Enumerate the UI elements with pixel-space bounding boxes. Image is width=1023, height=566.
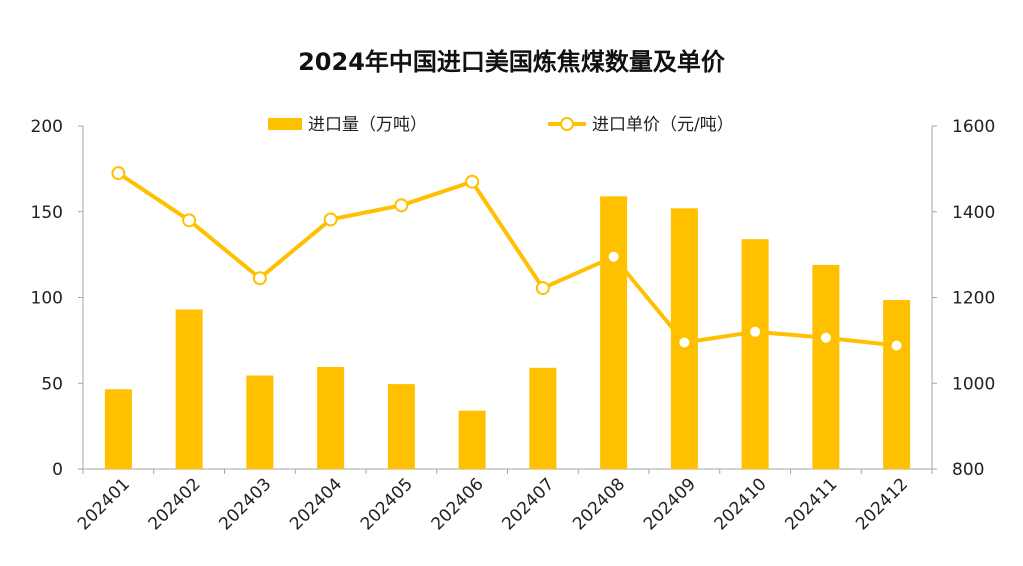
x-tick-label: 202409 — [640, 474, 700, 534]
line-point — [818, 330, 833, 345]
line-series — [111, 166, 904, 353]
line-point — [252, 271, 267, 286]
axes: 0 50 100 150 200 800 1000 1200 1400 1600 — [31, 117, 996, 480]
bar — [600, 196, 628, 469]
bar — [317, 366, 345, 469]
x-tick-label: 202401 — [74, 474, 134, 534]
left-tick-label: 100 — [31, 289, 63, 309]
x-tick-labels: 202401 202402 202403 202404 202405 202406 2024… — [74, 474, 912, 534]
line-point — [677, 335, 692, 350]
bar-series — [104, 196, 911, 469]
left-tick-label: 150 — [31, 203, 63, 223]
line-point — [889, 338, 904, 353]
legend-bar-label: 进口量（万吨） — [308, 115, 427, 135]
line-point — [182, 213, 197, 228]
x-tick-label: 202405 — [357, 474, 417, 534]
bar — [104, 389, 132, 469]
legend-bar-swatch — [268, 118, 302, 130]
line-point — [394, 198, 409, 213]
right-tick-label: 1400 — [952, 203, 995, 223]
right-tick-label: 1000 — [952, 374, 995, 394]
right-tick-label: 1600 — [952, 117, 995, 137]
price-line — [117, 171, 897, 348]
legend-line-marker — [560, 117, 574, 131]
line-point — [323, 212, 338, 227]
x-tick-label: 202412 — [852, 474, 912, 534]
x-tick-label: 202408 — [569, 474, 629, 534]
line-point — [606, 249, 621, 264]
chart-title: 2024年中国进口美国炼焦煤数量及单价 — [298, 48, 725, 76]
x-tick-label: 202407 — [498, 474, 558, 534]
legend: 进口量（万吨） 进口单价（元/吨） — [268, 115, 734, 135]
bar — [175, 309, 203, 469]
x-tick-label: 202404 — [286, 474, 346, 534]
bar — [246, 375, 274, 469]
bar — [529, 367, 557, 469]
x-tick-label: 202406 — [428, 474, 488, 534]
x-tick-label: 202402 — [145, 474, 205, 534]
x-tick-label: 202410 — [711, 474, 771, 534]
line-point — [535, 281, 550, 296]
x-tick-label: 202411 — [781, 474, 841, 534]
right-tick-label: 1200 — [952, 289, 995, 309]
bar — [387, 384, 415, 469]
left-tick-label: 0 — [52, 460, 63, 480]
left-tick-label: 50 — [41, 374, 63, 394]
x-tick-label: 202403 — [215, 474, 275, 534]
bar — [883, 300, 911, 469]
legend-line-label: 进口单价（元/吨） — [592, 115, 734, 135]
line-point — [111, 166, 126, 181]
bar — [458, 410, 486, 469]
left-tick-label: 200 — [31, 117, 63, 137]
line-point — [748, 324, 763, 339]
line-point — [465, 174, 480, 189]
right-tick-label: 800 — [952, 460, 984, 480]
bar — [812, 264, 840, 469]
bar — [741, 239, 769, 469]
